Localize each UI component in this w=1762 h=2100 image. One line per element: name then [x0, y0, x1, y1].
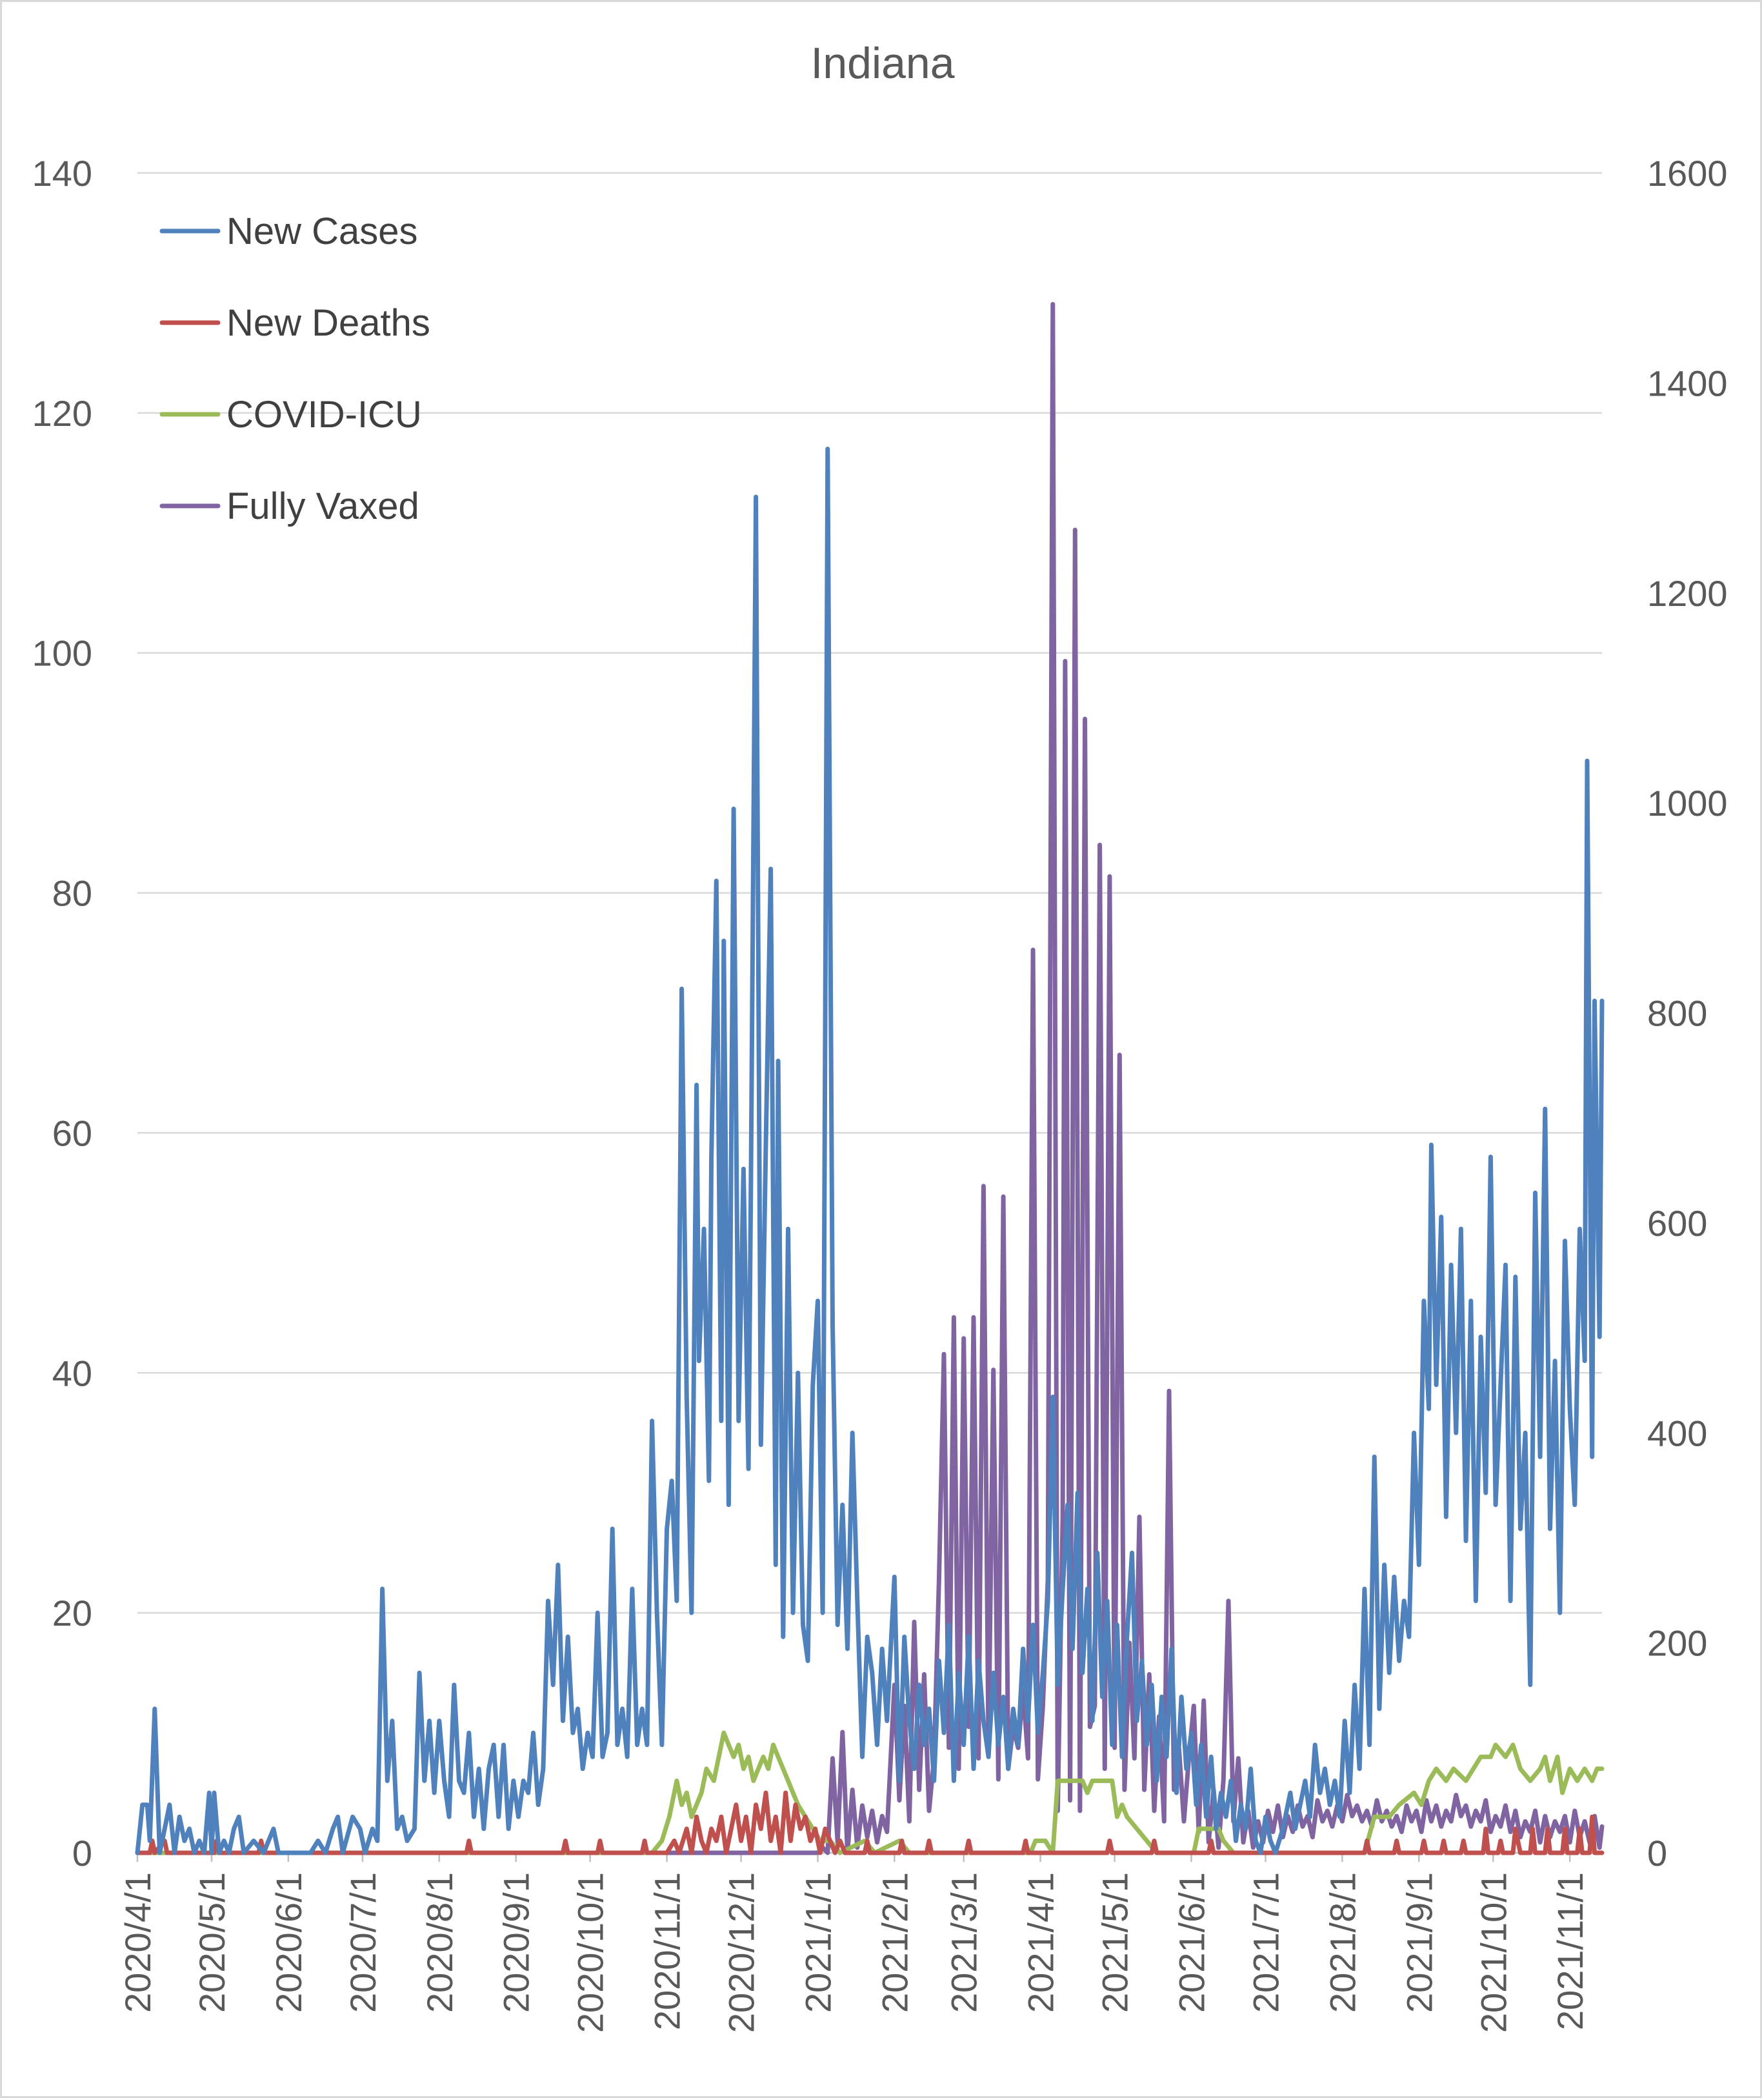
left-tick-label: 140	[32, 153, 92, 194]
left-axis-ticks: 0 20 40 60 80 100 120 140	[32, 153, 92, 1873]
series-line-new-deaths	[135, 1790, 1605, 1855]
x-tick-label: 2020/6/1	[268, 1872, 309, 2013]
x-tick-label: 2021/10/1	[1473, 1872, 1514, 2033]
legend-entry: Fully Vaxed	[226, 485, 419, 527]
x-tick-label: 2021/4/1	[1021, 1872, 1061, 2013]
right-tick-label: 600	[1647, 1203, 1707, 1244]
right-tick-label: 400	[1647, 1413, 1707, 1453]
chart-title: Indiana	[810, 39, 954, 88]
legend-entry: New Deaths	[226, 302, 430, 344]
x-tick-label: 2020/8/1	[419, 1872, 460, 2013]
x-tick-label: 2021/11/1	[1550, 1872, 1590, 2030]
right-axis-ticks: 0 200 400 600 800 1000 1200 1400 1600	[1647, 153, 1728, 1873]
right-tick-label: 1400	[1647, 363, 1728, 403]
x-tick-label: 2020/12/1	[721, 1872, 762, 2033]
legend: New Cases New Deaths COVID-ICU Fully Vaxed	[159, 210, 430, 527]
x-tick-label: 2021/1/1	[797, 1872, 838, 2013]
left-tick-label: 120	[32, 393, 92, 434]
x-tick-label: 2021/2/1	[874, 1872, 915, 2013]
series-line-new-cases	[135, 447, 1605, 1855]
x-tick-label: 2021/8/1	[1322, 1872, 1363, 2013]
legend-entry: New Cases	[226, 210, 418, 252]
right-tick-label: 200	[1647, 1623, 1707, 1664]
legend-entry: COVID-ICU	[226, 394, 422, 436]
right-tick-label: 1600	[1647, 153, 1728, 194]
right-tick-label: 800	[1647, 993, 1707, 1034]
left-tick-label: 100	[32, 633, 92, 674]
right-tick-label: 1200	[1647, 573, 1728, 614]
x-tick-label: 2021/6/1	[1171, 1872, 1212, 2013]
left-tick-label: 60	[52, 1113, 92, 1153]
x-tick-label: 2021/5/1	[1095, 1872, 1136, 2013]
series-lines	[135, 301, 1605, 1855]
left-tick-label: 40	[52, 1353, 92, 1393]
left-tick-label: 20	[52, 1593, 92, 1633]
left-tick-label: 80	[52, 873, 92, 914]
x-tick-label: 2020/9/1	[496, 1872, 537, 2013]
x-axis-ticks: 2020/4/1 2020/5/1 2020/6/1 2020/7/1 2020/8/1…	[117, 1853, 1590, 2033]
x-tick-label: 2020/4/1	[117, 1872, 158, 2013]
left-tick-label: 0	[72, 1833, 92, 1873]
x-tick-label: 2021/3/1	[944, 1872, 985, 2013]
series-line-covid-icu	[135, 1730, 1605, 1855]
right-tick-label: 0	[1647, 1833, 1667, 1873]
x-tick-label: 2020/5/1	[192, 1872, 232, 2013]
x-tick-label: 2021/9/1	[1399, 1872, 1439, 2013]
x-tick-label: 2021/7/1	[1246, 1872, 1286, 2013]
x-tick-label: 2020/11/1	[647, 1872, 688, 2030]
right-tick-label: 1000	[1647, 783, 1728, 823]
x-tick-label: 2020/7/1	[343, 1872, 383, 2013]
x-tick-label: 2020/10/1	[570, 1872, 611, 2033]
